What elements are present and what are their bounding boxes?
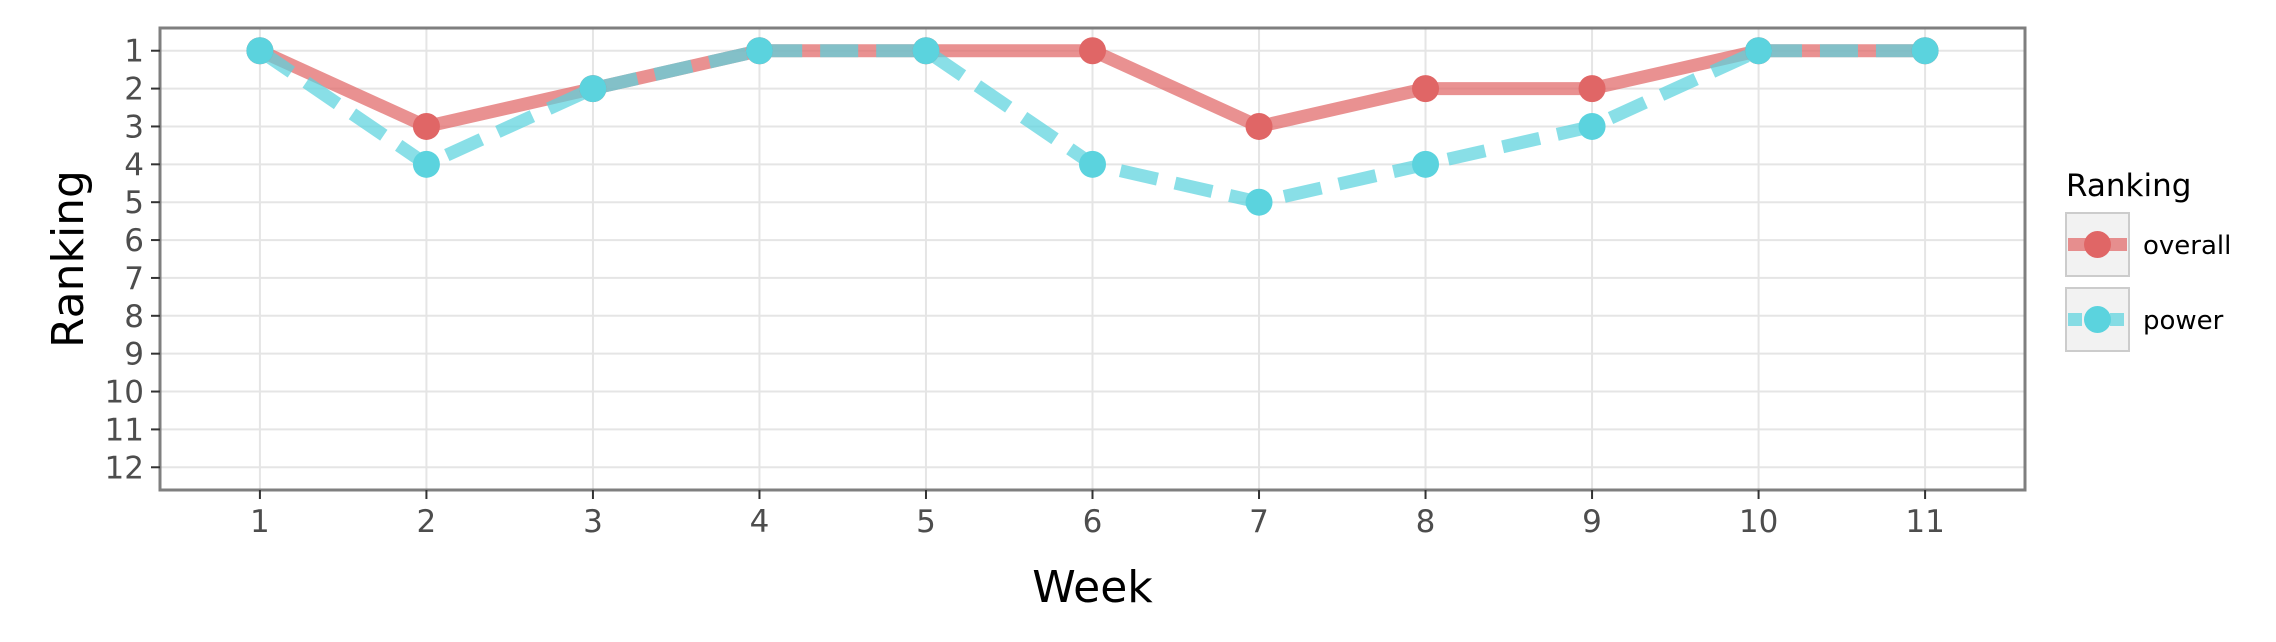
legend-key-marker-overall — [2084, 231, 2111, 258]
y-tick-label: 3 — [124, 109, 144, 145]
data-point-power — [745, 37, 773, 65]
data-point-overall — [1079, 37, 1106, 65]
y-tick-label: 6 — [124, 223, 144, 259]
y-tick-label: 11 — [105, 412, 144, 448]
data-point-overall — [1245, 112, 1273, 140]
legend-title: Ranking — [2066, 168, 2191, 204]
y-tick-label: 12 — [105, 450, 144, 486]
x-tick-label: 8 — [1416, 504, 1436, 540]
series-layer — [246, 37, 1939, 216]
data-point-power — [1412, 150, 1440, 178]
x-tick-label: 1 — [250, 504, 270, 540]
data-point-overall — [1578, 75, 1606, 103]
data-point-overall — [412, 112, 440, 140]
y-tick-label: 5 — [124, 185, 144, 221]
data-point-power — [1745, 37, 1773, 65]
data-point-power — [1578, 112, 1606, 140]
legend-items: overall power — [2065, 212, 2231, 352]
y-tick-label: 4 — [124, 147, 144, 183]
x-tick-label: 4 — [750, 504, 770, 540]
legend: Ranking overall power — [2065, 168, 2231, 352]
y-tick-label: 10 — [105, 375, 144, 411]
data-point-power — [412, 150, 440, 178]
y-axis-title: Ranking — [43, 170, 94, 348]
data-point-overall — [1412, 75, 1440, 103]
data-point-power — [912, 37, 940, 65]
y-tick-label: 2 — [124, 72, 144, 108]
x-tick-label: 11 — [1905, 504, 1944, 540]
y-tick-label: 1 — [124, 34, 144, 70]
data-point-power — [246, 37, 274, 65]
x-tick-label: 7 — [1249, 504, 1269, 540]
legend-label-overall: overall — [2143, 231, 2231, 261]
y-tick-label: 9 — [124, 337, 144, 373]
x-tick-label: 6 — [1083, 504, 1103, 540]
x-tick-label: 9 — [1582, 504, 1602, 540]
data-point-power — [1079, 150, 1106, 178]
data-point-power — [1911, 37, 1939, 65]
x-tick-label: 10 — [1739, 504, 1778, 540]
legend-key-marker-power — [2084, 306, 2111, 333]
y-tick-label: 8 — [124, 299, 144, 335]
x-tick-label: 3 — [583, 504, 603, 540]
data-point-power — [579, 75, 607, 103]
x-tick-label: 5 — [916, 504, 936, 540]
y-tick-label: 7 — [124, 261, 144, 297]
legend-label-power: power — [2143, 306, 2224, 336]
x-tick-label: 2 — [417, 504, 437, 540]
grid-layer — [160, 28, 2025, 490]
x-axis-title: Week — [1032, 562, 1153, 613]
data-point-power — [1245, 188, 1273, 216]
